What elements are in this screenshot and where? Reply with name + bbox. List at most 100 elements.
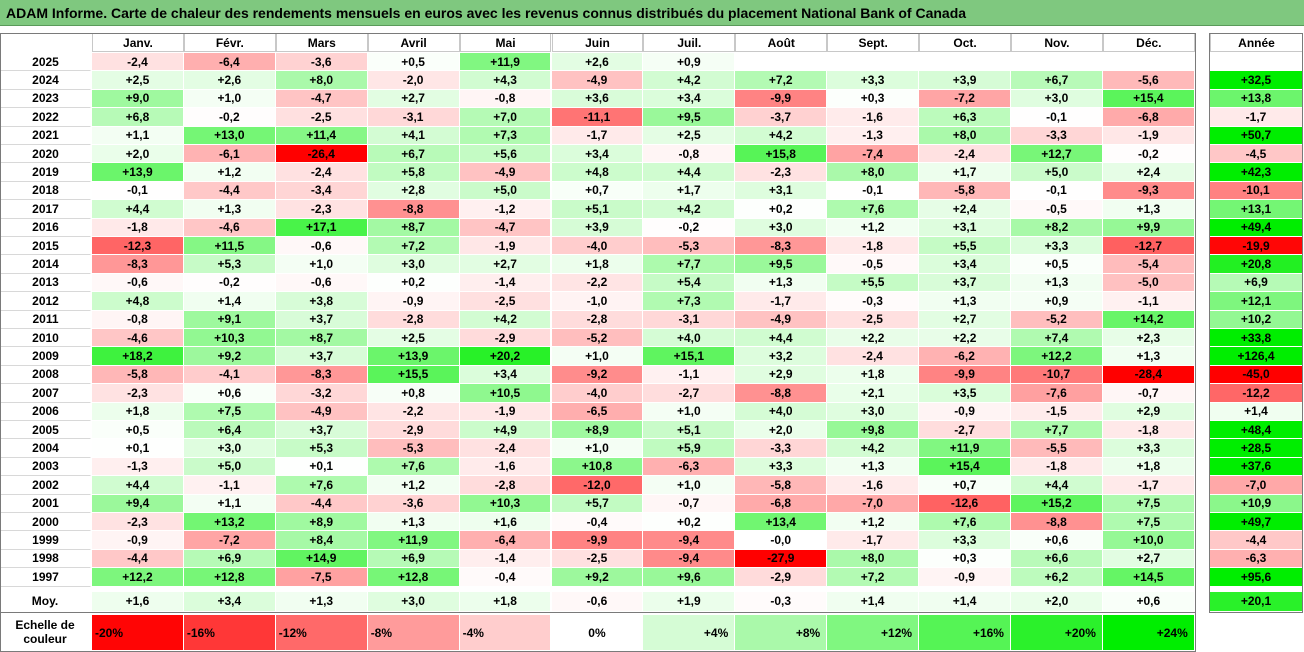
heatmap-cell: +8,9	[275, 513, 368, 532]
heatmap-cell: -1,1	[1102, 292, 1195, 311]
row-label-year: 2002	[0, 476, 91, 495]
column-header: Mars	[275, 33, 368, 52]
heatmap-cell: -2,5	[459, 292, 552, 311]
average-cell: +1,6	[92, 591, 184, 612]
average-cell: +2,0	[1011, 591, 1103, 612]
heatmap-cell: +11,9	[919, 439, 1011, 458]
heatmap-cell: -12,6	[919, 494, 1011, 513]
heatmap-cell: +0,5	[367, 53, 460, 72]
heatmap-cell: +14,2	[1102, 310, 1195, 329]
row-label-year: 2008	[0, 365, 91, 385]
heatmap-cell: -5,4	[1102, 255, 1195, 274]
heatmap-cell: +2,0	[735, 421, 828, 440]
heatmap-cell: -2,0	[367, 71, 460, 90]
average-cell: +1,9	[643, 591, 736, 612]
row-label-year: 2010	[0, 329, 91, 348]
heatmap-cell: -2,3	[735, 163, 828, 182]
heatmap-cell: +2,8	[367, 181, 460, 201]
heatmap-cell: +3,0	[735, 218, 828, 237]
heatmap-cell: +6,8	[92, 108, 184, 127]
heatmap-cell: +3,8	[275, 292, 368, 311]
heatmap-cell: -0,2	[183, 273, 276, 293]
heatmap-cell: +4,2	[459, 310, 552, 329]
heatmap-cell: +3,1	[735, 181, 828, 201]
heatmap-cell: -6,3	[643, 457, 736, 477]
heatmap-cell: -1,2	[459, 200, 552, 219]
heatmap-cell: +20,2	[459, 347, 552, 366]
heatmap-cell: +11,9	[367, 531, 460, 550]
row-label-year: 2001	[0, 494, 91, 513]
heatmap-cell: +2,5	[367, 329, 460, 348]
heatmap-cell: +3,3	[1102, 439, 1195, 458]
heatmap-cell: +12,8	[183, 568, 276, 587]
heatmap-cell: +12,7	[1011, 145, 1103, 164]
heatmap-cell: -6,4	[183, 53, 276, 72]
heatmap-cell: -8,8	[735, 384, 828, 403]
annual-cell: -12,2	[1210, 384, 1303, 403]
heatmap-cell: +6,9	[367, 549, 460, 569]
heatmap-cell: +8,7	[275, 329, 368, 348]
annual-cell: +10,2	[1210, 310, 1303, 329]
heatmap-cell: +11,5	[183, 237, 276, 256]
heatmap-cell: +1,0	[275, 255, 368, 274]
heatmap-cell: +9,1	[183, 310, 276, 329]
heatmap-cell: -2,9	[735, 568, 828, 587]
color-scale-stop: -12%	[275, 615, 368, 650]
heatmap-cell: +14,5	[1102, 568, 1195, 587]
row-label-year: 2000	[0, 513, 91, 532]
heatmap-cell: +1,4	[183, 292, 276, 311]
heatmap-cell: +0,2	[367, 273, 460, 293]
heatmap-cell: -2,3	[275, 200, 368, 219]
average-cell: +1,3	[275, 591, 368, 612]
heatmap-cell: +6,2	[1011, 568, 1103, 587]
heatmap-cell: -9,2	[551, 365, 644, 385]
color-scale-stop: -16%	[183, 615, 276, 650]
heatmap-cell: +2,5	[92, 71, 184, 90]
heatmap-cell: -2,9	[459, 329, 552, 348]
heatmap-cell: -2,4	[459, 439, 552, 458]
heatmap-cell: -8,3	[92, 255, 184, 274]
heatmap-cell: +8,0	[827, 549, 920, 569]
heatmap-cell: +1,8	[827, 365, 920, 385]
heatmap-cell: +3,7	[275, 421, 368, 440]
heatmap-cell: -0,2	[183, 108, 276, 127]
heatmap-cell: -9,9	[735, 89, 828, 109]
heatmap-cell	[735, 53, 828, 72]
heatmap-cell: +5,8	[367, 163, 460, 182]
heatmap-cell: -6,8	[1102, 108, 1195, 127]
heatmap-cell: -1,6	[827, 476, 920, 495]
heatmap-cell: -2,7	[919, 421, 1011, 440]
heatmap-cell: +2,7	[459, 255, 552, 274]
heatmap-cell: +2,4	[919, 200, 1011, 219]
annual-cell: +13,1	[1210, 200, 1303, 219]
heatmap-cell: +0,7	[551, 181, 644, 201]
heatmap-cell: -0,6	[92, 273, 184, 293]
heatmap-cell: -2,9	[367, 421, 460, 440]
heatmap-cell: -4,4	[92, 549, 184, 569]
column-header: Août	[735, 33, 828, 52]
heatmap-cell: +2,2	[919, 329, 1011, 348]
column-header: Mai	[459, 33, 552, 52]
heatmap-cell: -4,4	[275, 494, 368, 513]
heatmap-cell: +1,3	[735, 273, 828, 293]
heatmap-cell: +0,3	[827, 89, 920, 109]
heatmap-cell: -9,3	[1102, 181, 1195, 201]
heatmap-cell: +13,4	[735, 513, 828, 532]
heatmap-cell: -3,2	[275, 384, 368, 403]
heatmap-cell: +9,5	[643, 108, 736, 127]
column-header: Juin	[551, 33, 644, 52]
heatmap-cell	[919, 53, 1011, 72]
row-label-year: 2007	[0, 384, 91, 403]
heatmap-cell: -5,2	[1011, 310, 1103, 329]
annual-cell	[1210, 53, 1303, 72]
heatmap-cell: +3,0	[1011, 89, 1103, 109]
heatmap-cell: +1,2	[827, 218, 920, 237]
heatmap-cell: +0,5	[92, 421, 184, 440]
color-scale-stop: +12%	[827, 615, 920, 650]
average-cell: +1,4	[919, 591, 1011, 612]
heatmap-cell: -0,4	[459, 568, 552, 587]
heatmap-cell: -3,7	[735, 108, 828, 127]
average-annual-cell: +20,1	[1210, 591, 1303, 612]
column-header-annual: Année	[1210, 33, 1303, 52]
heatmap-cell: +0,1	[275, 457, 368, 477]
